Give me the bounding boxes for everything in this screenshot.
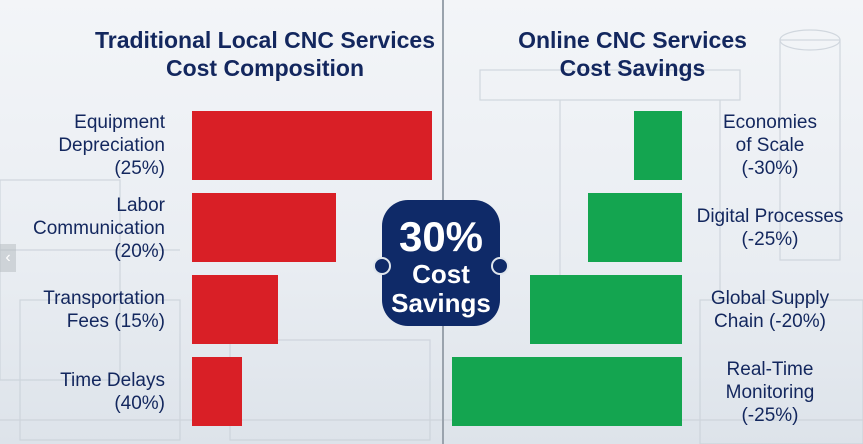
savings-bar: [452, 357, 682, 426]
bar-label-line: Digital Processes: [696, 206, 844, 227]
cost-bar: [192, 111, 432, 180]
bar-label-line: Labor: [116, 194, 165, 216]
bar-label-line: (-25%): [741, 229, 799, 250]
bar-label-line: (40%): [114, 393, 165, 414]
savings-badge: 30% Cost Savings: [373, 200, 509, 326]
right-title-line: Cost Savings: [559, 55, 706, 81]
left-title: Traditional Local CNC Services Cost Comp…: [90, 26, 440, 82]
badge-value: 30%: [398, 213, 484, 260]
right-title-line: Online CNC Services: [518, 27, 747, 53]
bar-label-line: Communication: [33, 217, 165, 239]
bar-label-line: of Scale: [735, 134, 805, 156]
bar-label-line: (20%): [114, 240, 165, 262]
bar-label: Global Supply Chain (-20%): [685, 287, 855, 333]
bar-label-line: (-25%): [741, 404, 799, 426]
chevron-left-icon: ‹: [5, 249, 11, 266]
bar-label: Economies of Scale (-30%): [685, 111, 855, 180]
bar-label-line: Chain (-20%): [714, 311, 826, 332]
cost-bar: [192, 275, 279, 344]
savings-bar: [587, 193, 682, 262]
cost-bar: [192, 357, 243, 426]
bar-label-line: Time Delays: [60, 370, 165, 391]
bar-label-line: Real-Time: [726, 358, 814, 380]
bar-label-line: (-30%): [741, 157, 799, 179]
bar-label-line: Depreciation: [58, 134, 165, 156]
cost-bar: [192, 193, 336, 262]
bar-label-line: Global Supply: [710, 288, 830, 309]
badge-knob: [373, 257, 391, 275]
bar-label: Time Delays (40%): [0, 369, 165, 415]
bar-label-line: Fees (15%): [66, 311, 165, 332]
left-title-line: Traditional Local CNC Services: [94, 27, 435, 53]
badge-line: Savings: [391, 288, 491, 318]
bar-label: Digital Processes (-25%): [685, 205, 855, 251]
bar-label: Equipment Depreciation (25%): [0, 111, 165, 180]
savings-bar: [633, 111, 682, 180]
badge-line: Cost: [412, 259, 470, 289]
bar-label: Transportation Fees (15%): [0, 287, 165, 333]
bar-label-line: (25%): [114, 157, 165, 179]
bar-label-line: Transportation: [43, 288, 165, 309]
bar-label: Real-Time Monitoring (-25%): [685, 358, 855, 427]
bar-label-line: Equipment: [74, 111, 165, 133]
bar-label: Labor Communication (20%): [0, 194, 165, 263]
right-title: Online CNC Services Cost Savings: [460, 26, 805, 82]
bar-label-line: Monitoring: [725, 381, 815, 403]
savings-bar: [530, 275, 682, 344]
bar-label-line: Economies: [723, 111, 817, 133]
badge-knob: [491, 257, 509, 275]
previous-button[interactable]: ‹: [0, 244, 16, 272]
left-title-line: Cost Composition: [165, 55, 365, 81]
